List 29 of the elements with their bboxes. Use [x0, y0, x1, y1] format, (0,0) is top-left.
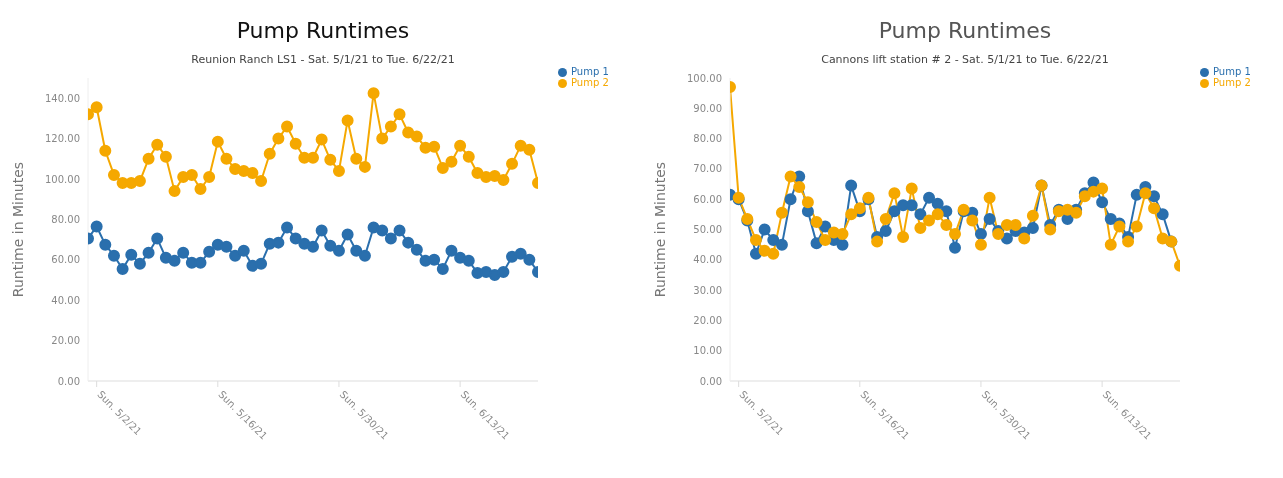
y-tick-label: 80.00: [693, 133, 722, 145]
y-axis-title: Runtime in Minutes: [9, 161, 26, 298]
y-tick-label: 60.00: [693, 193, 722, 205]
legend-label: Pump 1: [571, 66, 609, 77]
chart-subtitle: Reunion Ranch LS1 - Sat. 5/1/21 to Tue. 6/22/21: [190, 53, 456, 66]
chart-title: Pump Runtimes: [235, 18, 411, 43]
legend-label: Pump 2: [1213, 77, 1251, 88]
y-tick-label: 60.00: [51, 254, 80, 266]
y-tick-label: 10.00: [693, 345, 722, 357]
chart-subtitle: Cannons lift station # 2 - Sat. 5/1/21 to Tue. 6/22/21: [820, 53, 1110, 66]
y-tick-label: 140.00: [45, 92, 80, 104]
y-tick-label: 20.00: [51, 335, 80, 347]
y-tick-label: 50.00: [693, 224, 722, 236]
y-tick-label: 0.00: [699, 375, 722, 387]
y-tick-label: 100.00: [687, 72, 722, 84]
y-tick-label: 120.00: [45, 133, 80, 145]
y-tick-label: 80.00: [51, 213, 80, 225]
y-axis-title: Runtime in Minutes: [651, 161, 668, 298]
chart-title: Pump Runtimes: [877, 18, 1053, 43]
legend-label: Pump 2: [571, 77, 609, 88]
y-tick-label: 70.00: [693, 163, 722, 175]
y-tick-label: 40.00: [693, 254, 722, 266]
y-tick-label: 100.00: [45, 173, 80, 185]
legend-label: Pump 1: [1213, 66, 1251, 77]
y-tick-label: 0.00: [57, 375, 80, 387]
y-tick-label: 20.00: [693, 314, 722, 326]
y-tick-label: 30.00: [693, 284, 722, 296]
y-tick-label: 40.00: [51, 294, 80, 306]
y-tick-label: 90.00: [693, 102, 722, 114]
